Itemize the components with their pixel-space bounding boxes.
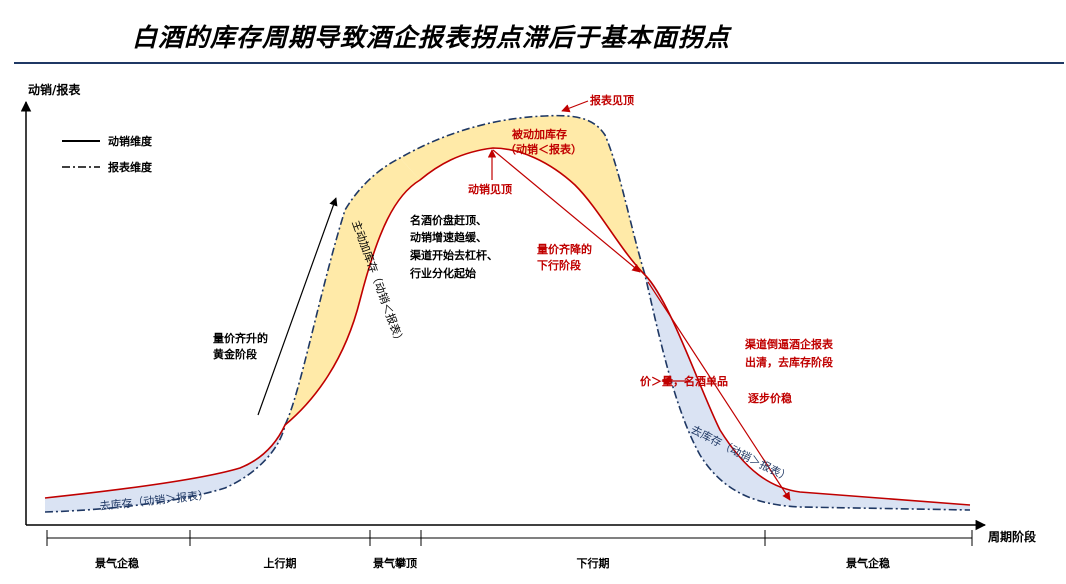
stabilize-label: 逐步价稳	[748, 391, 792, 405]
destock-right-region	[645, 275, 970, 510]
passive-build-sub-label: （动销＜报表）	[505, 142, 582, 156]
phase-label-4: 下行期	[577, 556, 610, 570]
liquor-note-line2: 动销增速趋缓、	[410, 230, 487, 244]
rise-arrow	[257, 197, 338, 416]
phase-label-2: 上行期	[264, 556, 297, 570]
legend-report-label: 报表维度	[108, 160, 153, 174]
sales-curve	[44, 147, 971, 506]
liquor-note-line3: 渠道开始去杠杆、	[410, 248, 498, 262]
report-peak-label: 报表见顶	[590, 93, 634, 107]
phase-label-1: 景气企稳	[94, 556, 139, 570]
liquor-note-line4: 行业分化起始	[409, 266, 476, 280]
phase-bracket	[46, 530, 973, 546]
price-volume-label: 价＞量，名酒单品	[640, 374, 728, 388]
golden-stage-line1: 量价齐升的	[213, 331, 268, 345]
clear-stage-line1: 渠道倒逼酒企报表	[745, 337, 834, 351]
sales-peak-label: 动销见顶	[468, 182, 512, 196]
clear-stage-line2: 出清，去库存阶段	[745, 355, 833, 369]
title-rule	[14, 62, 1064, 64]
active-build-region	[285, 158, 420, 425]
fall-stage-line2: 下行阶段	[537, 258, 581, 272]
report-curve	[44, 114, 971, 513]
golden-stage-line2: 黄金阶段	[213, 347, 257, 361]
destock-arrow	[647, 281, 791, 501]
fall-arrow	[492, 149, 641, 273]
y-axis-label: 动销/报表	[28, 82, 81, 97]
x-axis-label: 周期阶段	[988, 529, 1037, 544]
phase-label-3: 景气攀顶	[372, 556, 417, 570]
fall-stage-line1: 量价齐降的	[537, 242, 592, 256]
legend-sales-label: 动销维度	[108, 134, 153, 148]
liquor-note-line1: 名酒价盘赶顶、	[410, 213, 487, 227]
phase-label-5: 景气企稳	[845, 556, 890, 570]
page-title: 白酒的库存周期导致酒企报表拐点滞后于基本面拐点	[132, 23, 731, 52]
destock-left-region	[45, 425, 285, 512]
passive-build-label: 被动加库存	[512, 127, 567, 141]
report-peak-arrow	[561, 100, 589, 113]
